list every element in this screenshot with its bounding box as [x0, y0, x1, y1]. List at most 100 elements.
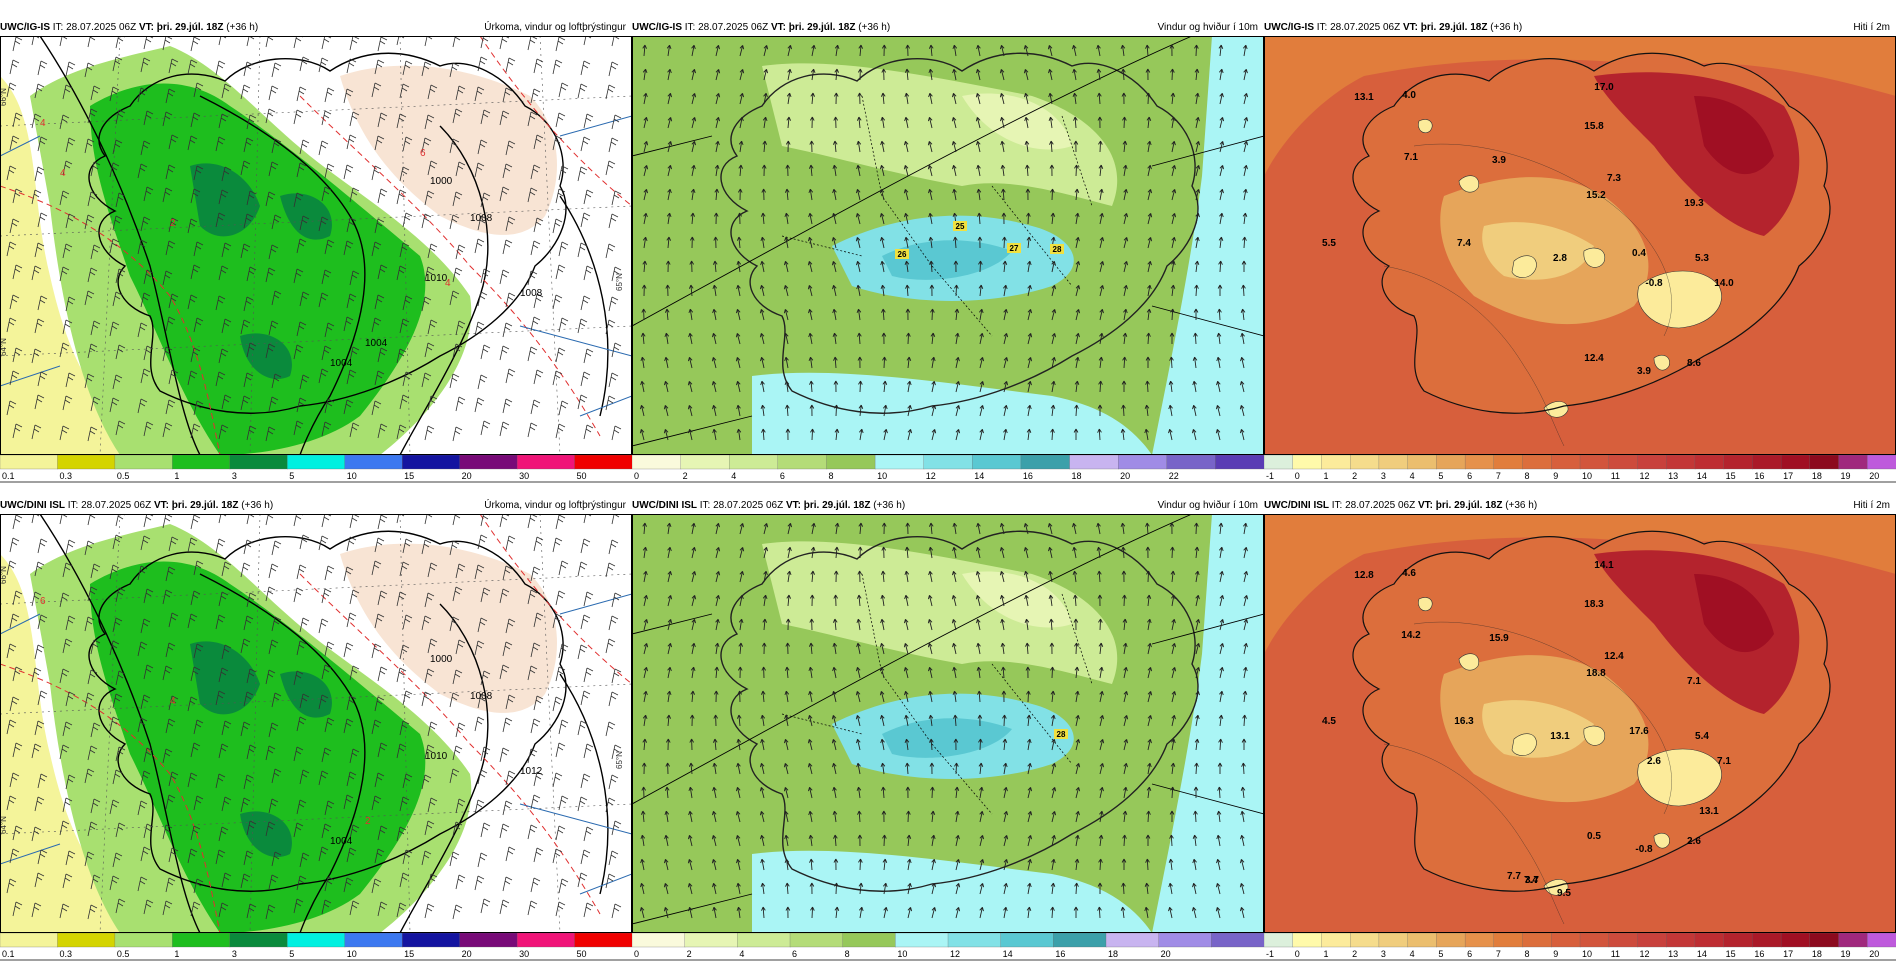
scale-swatch [1464, 933, 1495, 948]
color-scale: -1 0 1 2 3 4 5 6 7 8 9 10 11 12 13 14 15 16 17 18 19 20 [1264, 455, 1896, 483]
scale-swatch [1637, 455, 1667, 470]
isoline-label: 1008 [470, 213, 493, 224]
temperature-label: 18.8 [1586, 668, 1606, 679]
iceland-coastline [1352, 52, 1831, 414]
color-scale: 0 2 4 6 8 10 12 14 16 18 20 [632, 933, 1264, 961]
latitude-label: 65°N [615, 273, 624, 291]
color-scale: -1 0 1 2 3 4 5 6 7 8 9 10 11 12 13 14 15 16 17 18 19 20 [1264, 933, 1896, 961]
isoline-label: 1004 [330, 836, 353, 847]
scale-label: 30 [519, 949, 529, 959]
latitude-label: 64°N [0, 816, 8, 834]
model-name: UWC/IG-IS [1264, 22, 1314, 33]
forecast-map: 25 26 27 28 [632, 36, 1264, 455]
iceland-coastline [720, 530, 1199, 892]
panel-header: UWC/DINI ISL IT: 28.07.2025 06Z VT: þri.… [0, 498, 632, 514]
scale-label: 17 [1783, 949, 1793, 959]
scale-swatch [287, 933, 346, 948]
temperature-label: 13.1 [1550, 731, 1570, 742]
scale-swatch [516, 933, 576, 948]
scale-swatch [1838, 455, 1868, 470]
scale-swatch [459, 933, 518, 948]
scale-swatch [1378, 455, 1409, 470]
scale-swatch [229, 455, 288, 470]
scale-label: 4 [731, 471, 736, 481]
scale-label: 9 [1553, 471, 1558, 481]
temperature-label: 14.1 [1594, 560, 1614, 571]
scale-swatch [402, 455, 461, 470]
temperature-label: 13.1 [1699, 806, 1719, 817]
temperature-label: 15.9 [1489, 633, 1509, 644]
temperature-label: 0.4 [1632, 248, 1646, 259]
map-frame [1264, 36, 1896, 455]
latitude-label: 64°N [0, 338, 8, 356]
temperature-label: 5.3 [1695, 253, 1709, 264]
scale-label: 18 [1108, 949, 1118, 959]
isotherms [1383, 621, 1672, 925]
wind-arrows [639, 44, 1249, 441]
temperature-label: 13.1 [1354, 92, 1374, 103]
temperature-label: 3.7 [1525, 875, 1539, 886]
isoline-label: 1008 [520, 288, 543, 299]
panel-title: Vindur og hviður í 10m [1157, 500, 1258, 511]
glacier-area [1511, 733, 1537, 756]
scale-swatch [923, 455, 973, 470]
scale-label: 5 [289, 471, 294, 481]
scale-swatch [1118, 455, 1168, 470]
scale-label: 19 [1841, 471, 1851, 481]
temperature-label: 7.4 [1457, 238, 1471, 249]
panel-header: UWC/IG-IS IT: 28.07.2025 06Z VT: þri. 29… [632, 20, 1264, 36]
scale-label: 0.5 [117, 471, 130, 481]
gust-labels: 28 [1054, 729, 1068, 739]
panel-header: UWC/IG-IS IT: 28.07.2025 06Z VT: þri. 29… [1264, 20, 1896, 36]
scale-swatch [680, 455, 730, 470]
scale-label: 6 [1467, 949, 1472, 959]
gust-label: 26 [898, 250, 907, 259]
temperature-label: -0.8 [1635, 844, 1653, 855]
gust-label: 27 [1010, 244, 1019, 253]
gust-label-box [895, 249, 909, 259]
color-scale: 0 2 4 6 8 10 12 14 16 18 20 22 [632, 455, 1264, 483]
scale-swatch [57, 455, 116, 470]
scale-label: 0.3 [59, 471, 72, 481]
scale-swatch [1723, 933, 1754, 948]
init-time: IT: 28.07.2025 06Z [682, 22, 771, 33]
temperature-label: 7.1 [1687, 676, 1701, 687]
map-frame [0, 514, 632, 933]
scale-label: 7 [1496, 949, 1501, 959]
temperature-label: 4.5 [1322, 716, 1336, 727]
scale-label: 13 [1668, 471, 1678, 481]
isoline-label: 6 [420, 148, 426, 159]
scale-label: 12 [1639, 949, 1649, 959]
iceland-coastline [720, 52, 1199, 414]
glacier-area [1458, 175, 1480, 193]
scale-label: 20 [1869, 949, 1879, 959]
scale-swatch [632, 933, 686, 948]
scale-swatch [632, 455, 682, 470]
isoline-label: 1008 [470, 691, 493, 702]
scale-swatch [777, 455, 828, 470]
scale-label: 9 [1553, 949, 1558, 959]
scale-label: 20 [462, 949, 472, 959]
scale-label: 18 [1072, 471, 1082, 481]
scale-swatch [1292, 455, 1323, 470]
scale-swatch [1838, 933, 1868, 948]
scale-swatch [842, 933, 896, 948]
scale-label: 13 [1668, 949, 1678, 959]
scale-label: 14 [1697, 949, 1707, 959]
legend-bar: 0.1 0.3 0.5 1 3 5 10 15 20 30 50 [0, 455, 632, 483]
temperature-label: 7.7 [1507, 871, 1521, 882]
scale-label: 8 [1525, 471, 1530, 481]
valid-time: VT: þri. 29.júl. 18Z [138, 22, 224, 33]
lead-time: (+36 h) [1487, 22, 1523, 33]
scale-swatch [1780, 455, 1811, 470]
wind-area-light [762, 541, 1118, 684]
gust-label-box [1050, 244, 1064, 254]
panel-title: Vindur og hviður í 10m [1157, 22, 1258, 33]
isoline-label: 1000 [430, 176, 453, 187]
scale-label: 14 [1697, 471, 1707, 481]
scale-label: 20 [1120, 471, 1130, 481]
scale-label: 14 [1003, 949, 1013, 959]
scale-swatch [344, 455, 403, 470]
scale-swatch [0, 933, 59, 948]
regional-boundaries [781, 573, 1093, 815]
